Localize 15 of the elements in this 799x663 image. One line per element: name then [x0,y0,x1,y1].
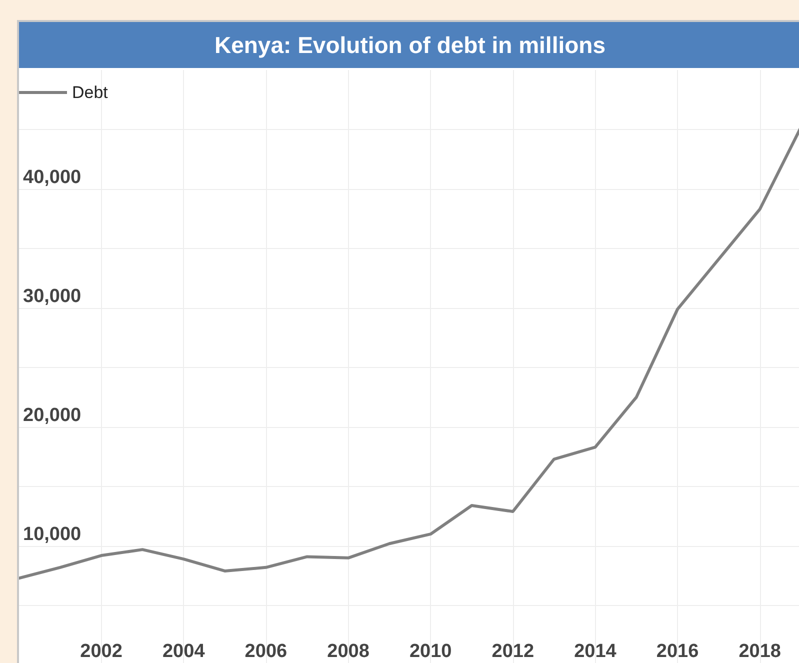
x-tick-label: 2008 [327,641,370,662]
x-tick-label: 2012 [492,641,534,662]
y-tick-label: 40,000 [23,167,82,188]
y-tick-label: 10,000 [23,524,82,545]
chart-title: Kenya: Evolution of debt in millions [19,22,799,68]
x-tick-label: 2014 [574,641,617,662]
y-tick-label: 20,000 [23,405,82,426]
x-tick-label: 2018 [738,641,781,662]
legend-label: Debt [72,83,108,102]
x-tick-label: 2006 [244,641,288,662]
y-tick-label: 30,000 [23,286,82,307]
x-tick-label: 2004 [162,641,206,662]
x-tick-label: 2010 [409,641,452,662]
x-tick-label: 2002 [80,641,122,662]
x-tick-label: 2016 [656,641,699,662]
